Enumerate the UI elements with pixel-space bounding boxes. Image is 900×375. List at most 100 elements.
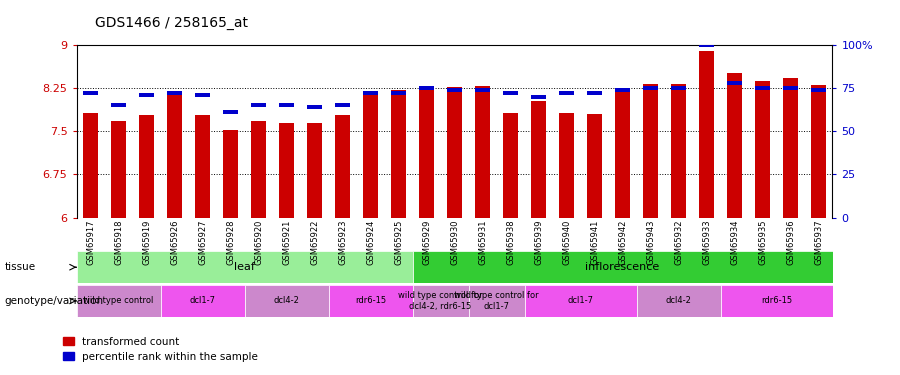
Text: GSM65939: GSM65939 bbox=[534, 219, 543, 265]
Text: GSM65933: GSM65933 bbox=[702, 219, 711, 265]
Bar bbox=[111, 104, 126, 107]
Text: GSM65934: GSM65934 bbox=[730, 219, 739, 265]
Text: GSM65918: GSM65918 bbox=[114, 219, 123, 265]
Text: rdr6-15: rdr6-15 bbox=[355, 296, 386, 305]
Bar bbox=[727, 81, 742, 85]
Text: GSM65923: GSM65923 bbox=[338, 219, 347, 265]
Bar bbox=[446, 87, 463, 218]
Bar bbox=[279, 104, 294, 107]
Bar bbox=[446, 88, 463, 92]
Bar bbox=[727, 73, 742, 217]
Text: wild type control: wild type control bbox=[84, 296, 154, 305]
Bar bbox=[811, 88, 826, 92]
Bar bbox=[670, 84, 686, 218]
Text: GSM65937: GSM65937 bbox=[814, 219, 823, 265]
Text: inflorescence: inflorescence bbox=[585, 262, 660, 272]
Bar bbox=[811, 85, 826, 218]
Text: wild type control for
dcl1-7: wild type control for dcl1-7 bbox=[454, 291, 539, 310]
Bar bbox=[335, 115, 350, 218]
Bar bbox=[166, 91, 182, 218]
Text: dcl1-7: dcl1-7 bbox=[190, 296, 215, 305]
Bar bbox=[559, 91, 574, 95]
Bar bbox=[698, 43, 715, 47]
Text: GSM65929: GSM65929 bbox=[422, 219, 431, 265]
Text: GSM65917: GSM65917 bbox=[86, 219, 95, 265]
Bar bbox=[166, 91, 182, 95]
Text: GSM65935: GSM65935 bbox=[758, 219, 767, 265]
Text: GSM65921: GSM65921 bbox=[282, 219, 291, 265]
Bar bbox=[475, 86, 491, 218]
Text: tissue: tissue bbox=[4, 262, 36, 272]
Text: dcl4-2: dcl4-2 bbox=[274, 296, 300, 305]
Bar bbox=[587, 91, 602, 95]
Text: GSM65932: GSM65932 bbox=[674, 219, 683, 265]
Bar bbox=[223, 110, 238, 114]
Legend: transformed count, percentile rank within the sample: transformed count, percentile rank withi… bbox=[59, 333, 262, 366]
Bar bbox=[783, 78, 798, 218]
Bar bbox=[279, 123, 294, 218]
Bar bbox=[698, 51, 715, 217]
Bar bbox=[335, 104, 350, 107]
Text: GSM65943: GSM65943 bbox=[646, 219, 655, 265]
Bar bbox=[503, 113, 518, 218]
Bar bbox=[111, 122, 126, 218]
Text: GSM65922: GSM65922 bbox=[310, 219, 319, 265]
Bar bbox=[636, 285, 721, 317]
Text: wild type control for
dcl4-2, rdr6-15: wild type control for dcl4-2, rdr6-15 bbox=[398, 291, 482, 310]
Text: dcl4-2: dcl4-2 bbox=[666, 296, 691, 305]
Text: rdr6-15: rdr6-15 bbox=[760, 296, 792, 305]
Bar bbox=[721, 285, 833, 317]
Bar bbox=[139, 115, 154, 218]
Bar bbox=[83, 91, 98, 95]
Bar bbox=[328, 285, 412, 317]
Bar bbox=[76, 251, 412, 283]
Bar bbox=[418, 86, 434, 218]
Bar bbox=[469, 285, 525, 317]
Text: GSM65919: GSM65919 bbox=[142, 219, 151, 265]
Bar bbox=[525, 285, 636, 317]
Bar bbox=[503, 91, 518, 95]
Bar bbox=[643, 86, 658, 90]
Bar bbox=[245, 285, 328, 317]
Text: GSM65941: GSM65941 bbox=[590, 219, 599, 265]
Bar bbox=[391, 90, 406, 218]
Text: GSM65920: GSM65920 bbox=[254, 219, 263, 265]
Text: GSM65927: GSM65927 bbox=[198, 219, 207, 265]
Bar bbox=[615, 88, 630, 92]
Text: GSM65924: GSM65924 bbox=[366, 219, 375, 265]
Text: GSM65940: GSM65940 bbox=[562, 219, 571, 265]
Bar bbox=[755, 81, 770, 218]
Bar bbox=[587, 114, 602, 218]
Bar bbox=[194, 115, 211, 218]
Bar bbox=[194, 93, 211, 97]
Bar bbox=[223, 130, 238, 218]
Bar bbox=[531, 101, 546, 217]
Bar bbox=[160, 285, 245, 317]
Bar bbox=[76, 285, 160, 317]
Text: GSM65931: GSM65931 bbox=[478, 219, 487, 265]
Bar bbox=[531, 95, 546, 99]
Bar bbox=[139, 93, 154, 97]
Bar bbox=[643, 84, 658, 218]
Bar bbox=[755, 86, 770, 90]
Bar bbox=[670, 86, 686, 90]
Bar bbox=[251, 104, 266, 107]
Bar bbox=[363, 92, 378, 218]
Bar bbox=[307, 105, 322, 109]
Bar bbox=[363, 91, 378, 95]
Text: GSM65930: GSM65930 bbox=[450, 219, 459, 265]
Text: dcl1-7: dcl1-7 bbox=[568, 296, 593, 305]
Text: GSM65936: GSM65936 bbox=[786, 219, 795, 265]
Text: GSM65942: GSM65942 bbox=[618, 219, 627, 265]
Text: GSM65926: GSM65926 bbox=[170, 219, 179, 265]
Bar bbox=[615, 88, 630, 218]
Text: GSM65925: GSM65925 bbox=[394, 219, 403, 265]
Bar bbox=[391, 91, 406, 95]
Bar bbox=[559, 113, 574, 218]
Bar bbox=[83, 113, 98, 218]
Bar bbox=[412, 251, 832, 283]
Text: GSM65938: GSM65938 bbox=[506, 219, 515, 265]
Bar bbox=[307, 123, 322, 218]
Text: genotype/variation: genotype/variation bbox=[4, 296, 104, 306]
Text: GSM65928: GSM65928 bbox=[226, 219, 235, 265]
